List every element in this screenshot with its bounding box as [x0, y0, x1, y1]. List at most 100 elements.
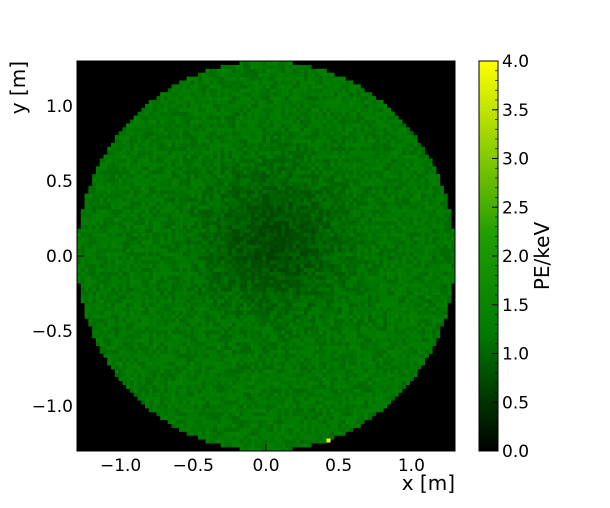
heatmap-cell — [205, 334, 210, 339]
heatmap-cell — [277, 256, 282, 261]
heatmap-cell — [247, 330, 252, 335]
heatmap-cell — [99, 326, 104, 331]
heatmap-cell — [281, 419, 286, 424]
heatmap-cell — [394, 217, 399, 222]
heatmap-cell — [360, 408, 365, 413]
heatmap-cell — [220, 337, 225, 343]
heatmap-cell — [417, 252, 422, 257]
heatmap-cell — [405, 220, 410, 226]
heatmap-cell — [258, 217, 263, 222]
heatmap-cell — [239, 236, 244, 241]
heatmap-cell — [95, 334, 100, 339]
heatmap-cell — [341, 287, 346, 292]
heatmap-cell — [114, 291, 119, 296]
heatmap-cell — [186, 217, 191, 222]
heatmap-cell — [386, 318, 392, 323]
heatmap-cell — [417, 337, 422, 343]
heatmap-cell — [148, 330, 153, 335]
heatmap-cell — [179, 404, 184, 409]
heatmap-cell — [269, 263, 274, 268]
heatmap-cell — [250, 279, 255, 284]
heatmap-cell — [243, 267, 248, 272]
heatmap-cell — [179, 283, 184, 288]
heatmap-cell — [122, 283, 127, 288]
heatmap-cell — [145, 228, 150, 233]
heatmap-cell — [122, 287, 127, 292]
heatmap-cell — [231, 326, 237, 331]
heatmap-cell — [303, 419, 308, 424]
heatmap-cell — [269, 404, 274, 409]
heatmap-cell — [284, 302, 289, 307]
heatmap-cell — [160, 349, 165, 354]
heatmap-cell — [307, 302, 312, 307]
heatmap-cell — [345, 423, 350, 428]
heatmap-cell — [133, 337, 138, 343]
heatmap-cell — [322, 431, 327, 436]
heatmap-cell — [129, 302, 134, 307]
heatmap-cell — [443, 244, 448, 249]
heatmap-cell — [235, 380, 240, 385]
heatmap-cell — [296, 314, 301, 319]
heatmap-cell — [318, 380, 323, 385]
heatmap-cell — [390, 349, 395, 354]
heatmap-cell — [197, 306, 203, 311]
heatmap-cell — [84, 217, 89, 222]
heatmap-cell — [148, 256, 153, 261]
heatmap-cell — [107, 295, 112, 300]
heatmap-cell — [137, 388, 142, 393]
heatmap-cell — [413, 353, 418, 358]
heatmap-cell — [167, 408, 172, 413]
heatmap-cell — [345, 306, 350, 311]
heatmap-cell — [258, 275, 263, 280]
heatmap-cell — [167, 224, 172, 229]
heatmap-cell — [341, 322, 346, 327]
heatmap-cell — [352, 259, 358, 265]
heatmap-cell — [141, 388, 146, 393]
heatmap-cell — [171, 302, 176, 307]
heatmap-cell — [148, 388, 153, 393]
heatmap-cell — [322, 361, 327, 366]
heatmap-cell — [239, 337, 244, 343]
heatmap-cell — [375, 287, 380, 292]
heatmap-cell — [303, 326, 308, 331]
heatmap-cell — [152, 392, 157, 397]
heatmap-cell — [341, 295, 346, 300]
heatmap-cell — [258, 252, 263, 257]
heatmap-cell — [349, 369, 354, 374]
heatmap-cell — [307, 256, 312, 261]
heatmap-cell — [349, 376, 354, 382]
heatmap-cell — [88, 291, 93, 296]
heatmap-cell — [311, 404, 316, 409]
heatmap-cell — [205, 353, 210, 358]
heatmap-cell — [231, 318, 237, 323]
heatmap-cell — [179, 349, 184, 354]
heatmap-cell — [447, 287, 452, 292]
heatmap-cell — [190, 217, 195, 222]
heatmap-cell — [277, 447, 282, 452]
heatmap-cell — [315, 263, 320, 268]
heatmap-cell — [345, 334, 350, 339]
heatmap-cell — [303, 252, 308, 257]
heatmap-cell — [360, 240, 365, 245]
heatmap-cell — [235, 302, 240, 307]
heatmap-cell — [103, 236, 108, 241]
heatmap-cell — [186, 334, 191, 339]
heatmap-cell — [420, 361, 426, 366]
heatmap-cell — [99, 330, 104, 335]
heatmap-cell — [273, 256, 278, 261]
heatmap-cell — [103, 330, 108, 335]
heatmap-cell — [163, 220, 169, 226]
heatmap-cell — [420, 267, 426, 272]
heatmap-cell — [311, 345, 316, 350]
heatmap-cell — [356, 275, 361, 280]
heatmap-cell — [356, 279, 361, 284]
heatmap-cell — [318, 427, 323, 432]
heatmap-cell — [224, 322, 229, 327]
heatmap-cell — [447, 279, 452, 284]
heatmap-cell — [288, 275, 293, 280]
heatmap-cell — [326, 330, 331, 335]
heatmap-cell — [197, 373, 203, 378]
heatmap-cell — [345, 415, 350, 421]
heatmap-cell — [99, 217, 104, 222]
heatmap-cell — [277, 408, 282, 413]
